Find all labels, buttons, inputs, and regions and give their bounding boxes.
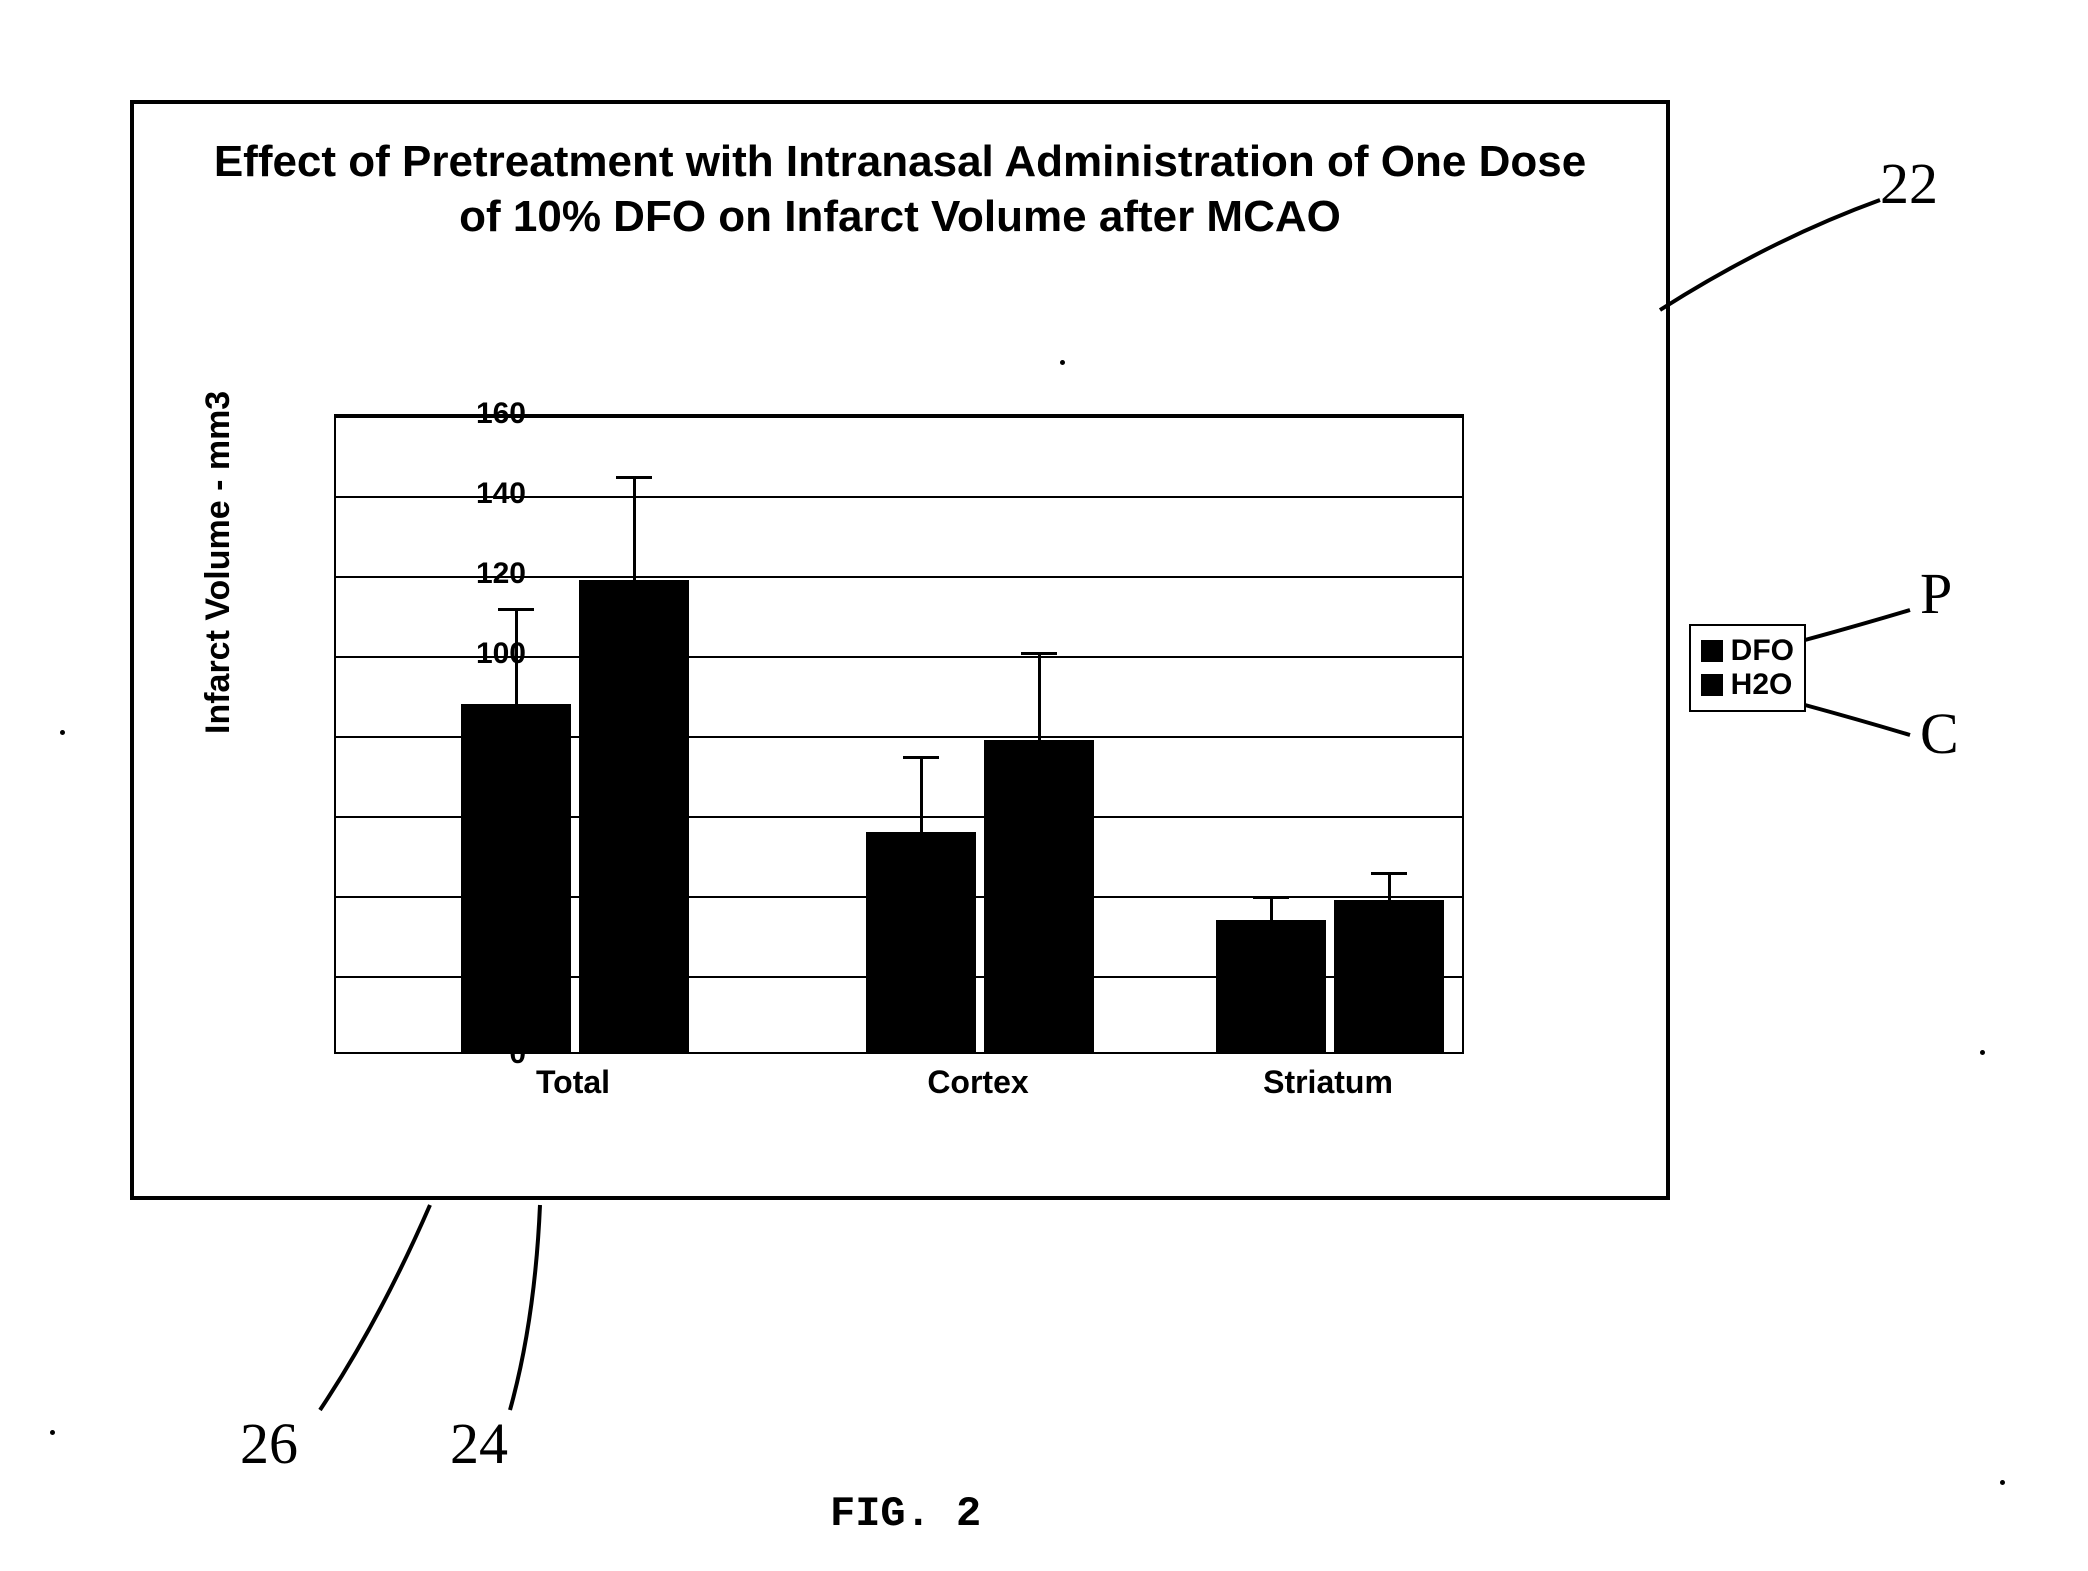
errorbar-cap (1371, 872, 1407, 875)
errorbar-cap (1021, 652, 1057, 655)
legend-item-dfo: DFO (1701, 634, 1794, 668)
bar-h2o-total (579, 580, 689, 1052)
annotation-22: 22 (1880, 150, 1938, 217)
y-tick-label: 0 (446, 1037, 526, 1071)
scan-speckle (1060, 360, 1065, 365)
annotation-26: 26 (240, 1410, 298, 1477)
x-category-label: Striatum (1263, 1064, 1393, 1101)
y-tick-label: 80 (446, 717, 526, 751)
legend-swatch-icon (1701, 640, 1723, 662)
figure-caption: FIG. 2 (830, 1490, 981, 1538)
annotation-line-24 (480, 1200, 600, 1420)
annotation-line-22 (1650, 180, 1900, 330)
errorbar-stem (633, 476, 636, 584)
bar-h2o-striatum (1334, 900, 1444, 1052)
y-tick-label: 40 (446, 877, 526, 911)
legend-item-h2o: H2O (1701, 668, 1794, 702)
y-tick-label: 20 (446, 957, 526, 991)
y-tick-label: 160 (446, 397, 526, 431)
legend-swatch-icon (1701, 674, 1723, 696)
scan-speckle (50, 1430, 55, 1435)
x-category-label: Total (536, 1064, 610, 1101)
scan-speckle (1980, 1050, 1985, 1055)
scan-speckle (2000, 1480, 2005, 1485)
annotation-line-26 (300, 1200, 460, 1420)
errorbar-stem (1388, 872, 1391, 904)
annotation-line-p (1800, 600, 1920, 660)
errorbar-cap (616, 476, 652, 479)
errorbar-cap (1253, 896, 1289, 899)
annotation-line-c (1800, 690, 1920, 750)
legend: DFO H2O (1689, 624, 1806, 712)
y-tick-label: 140 (446, 477, 526, 511)
legend-label: DFO (1731, 634, 1794, 668)
errorbar-stem (1038, 652, 1041, 744)
annotation-24: 24 (450, 1410, 508, 1477)
bar-h2o-cortex (984, 740, 1094, 1052)
errorbar-stem (1270, 896, 1273, 924)
y-axis-label: Infarct Volume - mm3 (199, 391, 238, 734)
scan-speckle (60, 730, 65, 735)
bar-dfo-cortex (866, 832, 976, 1052)
chart-frame: Effect of Pretreatment with Intranasal A… (130, 100, 1670, 1200)
errorbar-cap (903, 756, 939, 759)
errorbar-stem (920, 756, 923, 836)
y-tick-label: 60 (446, 797, 526, 831)
bar-dfo-striatum (1216, 920, 1326, 1052)
y-tick-label: 100 (446, 637, 526, 671)
y-tick-label: 120 (446, 557, 526, 591)
x-category-label: Cortex (927, 1064, 1028, 1101)
errorbar-cap (498, 608, 534, 611)
legend-label: H2O (1731, 668, 1793, 702)
chart-title: Effect of Pretreatment with Intranasal A… (134, 104, 1666, 254)
annotation-c: C (1920, 700, 1959, 767)
annotation-p: P (1920, 560, 1952, 627)
